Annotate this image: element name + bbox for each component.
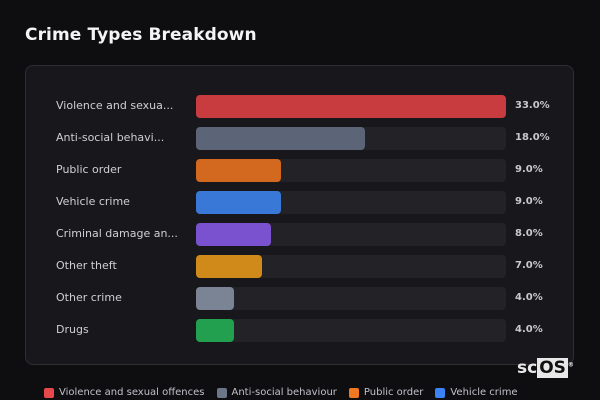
legend-item[interactable]: Violence and sexual offences	[44, 387, 205, 398]
bar-track	[196, 223, 506, 246]
value-label: 9.0%	[515, 164, 543, 175]
bar-row: Vehicle crime 9.0%	[26, 191, 573, 215]
category-label: Drugs	[56, 323, 89, 336]
logo-text-box: OS	[537, 358, 568, 378]
value-label: 4.0%	[515, 324, 543, 335]
legend: Violence and sexual offences Anti-social …	[44, 387, 518, 398]
chart-title: Crime Types Breakdown	[25, 25, 257, 45]
legend-item[interactable]: Vehicle crime	[435, 387, 518, 398]
bar-track	[196, 95, 506, 118]
value-label: 8.0%	[515, 228, 543, 239]
chart-card: Violence and sexua... 33.0% Anti-social b…	[25, 65, 574, 365]
legend-item[interactable]: Anti-social behaviour	[216, 387, 337, 398]
value-label: 18.0%	[515, 132, 550, 143]
legend-label: Violence and sexual offences	[59, 387, 205, 398]
bar[interactable]	[196, 319, 234, 342]
bar[interactable]	[196, 159, 281, 182]
bar[interactable]	[196, 223, 272, 246]
legend-label: Anti-social behaviour	[231, 387, 337, 398]
bar-row: Public order 9.0%	[26, 159, 573, 183]
bar-track	[196, 127, 506, 150]
legend-label: Public order	[363, 387, 424, 398]
category-label: Violence and sexua...	[56, 99, 174, 112]
value-label: 4.0%	[515, 292, 543, 303]
bar[interactable]	[196, 95, 506, 118]
bar-track	[196, 319, 506, 342]
bar[interactable]	[196, 127, 366, 150]
value-label: 9.0%	[515, 196, 543, 207]
category-label: Anti-social behavi...	[56, 131, 165, 144]
category-label: Other theft	[56, 259, 117, 272]
category-label: Criminal damage an...	[56, 227, 178, 240]
legend-item[interactable]: Public order	[348, 387, 424, 398]
value-label: 33.0%	[515, 100, 550, 111]
bar-track	[196, 255, 506, 278]
category-label: Vehicle crime	[56, 195, 130, 208]
bar[interactable]	[196, 191, 281, 214]
scos-logo: sc OS ®	[517, 358, 574, 378]
value-label: 7.0%	[515, 260, 543, 271]
category-label: Other crime	[56, 291, 122, 304]
bar-row: Other theft 7.0%	[26, 255, 573, 279]
bar-row: Other crime 4.0%	[26, 287, 573, 311]
bar[interactable]	[196, 255, 262, 278]
logo-mark: ®	[567, 361, 574, 369]
bar-row: Anti-social behavi... 18.0%	[26, 127, 573, 151]
legend-swatch	[435, 387, 446, 398]
bar-row: Criminal damage an... 8.0%	[26, 223, 573, 247]
bar-row: Violence and sexua... 33.0%	[26, 95, 573, 119]
legend-swatch	[44, 387, 54, 398]
category-label: Public order	[56, 163, 122, 176]
legend-swatch	[348, 387, 359, 398]
bar-track	[196, 287, 506, 310]
bar-track	[196, 159, 506, 182]
bar-track	[196, 191, 506, 214]
logo-text: sc	[517, 358, 538, 378]
legend-swatch	[216, 387, 227, 398]
legend-label: Vehicle crime	[450, 387, 518, 398]
bar-row: Drugs 4.0%	[26, 319, 573, 343]
bar[interactable]	[196, 287, 234, 310]
